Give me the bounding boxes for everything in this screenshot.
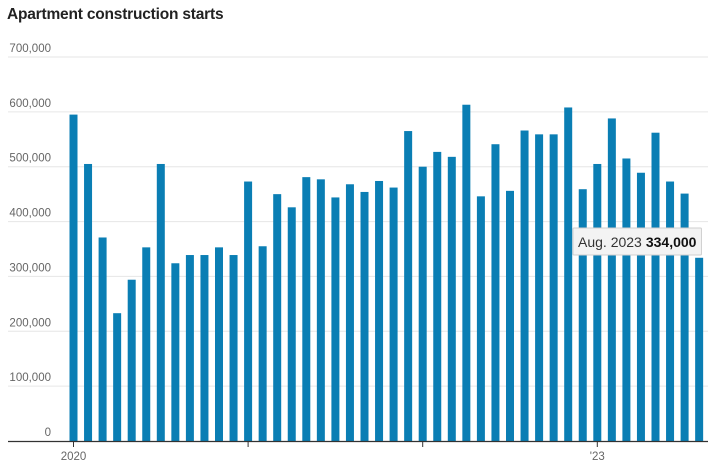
bar[interactable]: [462, 104, 471, 442]
bar[interactable]: [360, 191, 369, 441]
y-tick-label: 500,000: [9, 153, 51, 165]
bar[interactable]: [200, 255, 209, 441]
y-tick-label: 0: [45, 427, 51, 439]
bar[interactable]: [345, 184, 354, 442]
bar[interactable]: [113, 313, 122, 441]
bar[interactable]: [418, 166, 427, 441]
bar[interactable]: [156, 163, 165, 441]
y-tick-label: 300,000: [9, 262, 51, 274]
bar[interactable]: [84, 163, 93, 441]
bar[interactable]: [506, 190, 514, 441]
bar[interactable]: [447, 156, 456, 441]
bar[interactable]: [389, 187, 398, 441]
bar[interactable]: [98, 237, 107, 441]
y-tick-label: 700,000: [9, 43, 51, 55]
bar[interactable]: [287, 207, 296, 441]
bars: [69, 104, 704, 442]
bar[interactable]: [578, 189, 587, 441]
bar[interactable]: [302, 177, 311, 441]
tooltip: Aug. 2023 334,000: [572, 227, 702, 256]
bar[interactable]: [535, 134, 544, 441]
bar[interactable]: [215, 247, 223, 441]
bar[interactable]: [636, 172, 645, 441]
bar[interactable]: [476, 196, 485, 441]
y-axis: 0 100,000 200,000 300,000 400,000 500,000 600,…: [9, 43, 51, 439]
bar[interactable]: [331, 197, 340, 441]
bar[interactable]: [258, 246, 267, 441]
x-axis: 2020 '23: [8, 440, 708, 463]
bar[interactable]: [404, 131, 413, 442]
bar[interactable]: [680, 193, 689, 441]
bar[interactable]: [564, 107, 573, 442]
chart-title: Apartment construction starts: [7, 6, 224, 23]
bar[interactable]: [127, 279, 136, 441]
tooltip-value: 334,000: [646, 234, 697, 250]
bar[interactable]: [491, 144, 500, 442]
bar[interactable]: [607, 118, 616, 441]
bar[interactable]: [549, 134, 558, 441]
bar[interactable]: [142, 247, 151, 441]
bar[interactable]: [433, 151, 442, 441]
tooltip-box: [572, 227, 702, 256]
bar[interactable]: [273, 194, 282, 441]
bar[interactable]: [593, 163, 602, 441]
bar[interactable]: [695, 257, 704, 441]
bar[interactable]: [666, 181, 675, 442]
bar[interactable]: [651, 132, 660, 441]
y-tick-label: 100,000: [9, 372, 51, 384]
tooltip-date: Aug. 2023: [578, 234, 642, 250]
y-tick-label: 200,000: [9, 317, 51, 329]
x-tick-label: '23: [590, 451, 605, 463]
bar[interactable]: [622, 158, 631, 441]
bar[interactable]: [69, 114, 78, 441]
gridlines: [8, 56, 708, 387]
bar[interactable]: [316, 179, 325, 441]
bar[interactable]: [244, 181, 253, 442]
bar[interactable]: [171, 263, 180, 441]
bar[interactable]: [375, 180, 384, 441]
x-tick-label: 2020: [61, 451, 87, 463]
bar[interactable]: [229, 255, 238, 441]
y-tick-label: 400,000: [9, 208, 51, 220]
y-tick-label: 600,000: [9, 98, 51, 110]
bar[interactable]: [185, 255, 194, 441]
bar[interactable]: [520, 130, 529, 441]
